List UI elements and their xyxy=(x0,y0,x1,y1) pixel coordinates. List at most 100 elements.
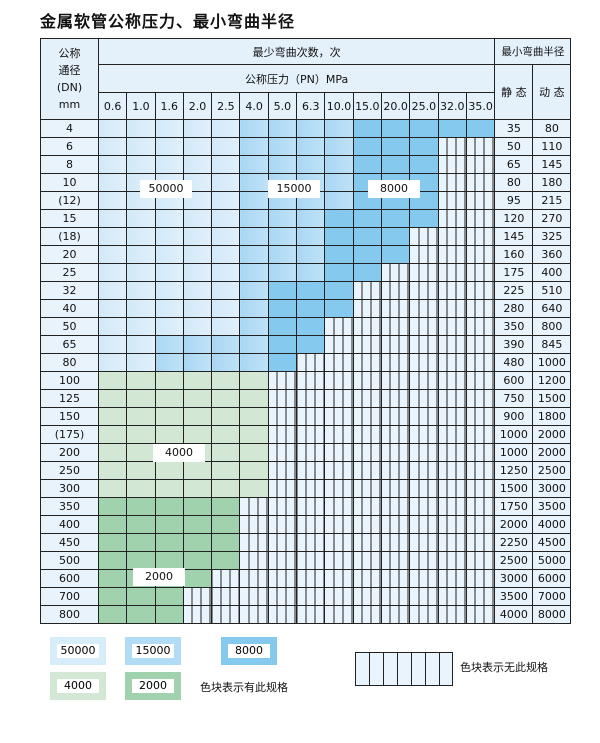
cell-not-available xyxy=(465,299,496,318)
cycles-header: 最少弯曲次数，次 xyxy=(97,38,496,65)
dynamic-radius-cell: 325 xyxy=(532,227,572,246)
cell-grade-50000 xyxy=(211,173,241,192)
cell-grade-4000 xyxy=(126,443,156,462)
cell-grade-50000 xyxy=(182,299,213,318)
cell-not-available xyxy=(352,443,382,462)
cell-grade-50000 xyxy=(182,209,213,228)
dynamic-radius-cell: 270 xyxy=(532,209,572,228)
cell-grade-50000 xyxy=(126,263,156,282)
cell-grade-50000 xyxy=(211,281,241,300)
dynamic-radius-cell: 3500 xyxy=(532,497,572,516)
cell-grade-50000 xyxy=(154,317,184,336)
static-radius-cell: 2250 xyxy=(494,533,534,552)
cell-grade-50000 xyxy=(97,335,128,354)
cell-grade-50000 xyxy=(182,119,213,138)
cell-grade-8000 xyxy=(267,335,298,354)
cell-not-available xyxy=(267,605,298,624)
cell-grade-8000 xyxy=(296,299,326,318)
cell-not-available xyxy=(380,407,411,426)
cell-grade-50000 xyxy=(211,227,241,246)
cell-grade-15000 xyxy=(267,155,298,174)
static-header: 静 态 xyxy=(494,64,534,120)
cell-not-available xyxy=(409,335,439,354)
cell-grade-15000 xyxy=(324,155,354,174)
cell-grade-15000 xyxy=(239,155,269,174)
table-row: 500 2500 5000 xyxy=(40,551,572,570)
dynamic-radius-cell: 2000 xyxy=(532,425,572,444)
cell-grade-4000 xyxy=(154,461,184,480)
cell-grade-2000 xyxy=(97,551,128,570)
cell-grade-50000 xyxy=(126,155,156,174)
table-row: 400 2000 4000 xyxy=(40,515,572,534)
cell-grade-50000 xyxy=(154,209,184,228)
cell-grade-4000 xyxy=(97,461,128,480)
cell-not-available xyxy=(437,209,467,228)
cell-not-available xyxy=(409,605,439,624)
cell-not-available xyxy=(296,587,326,606)
cell-grade-8000 xyxy=(380,209,411,228)
dn-cell: 800 xyxy=(40,605,99,624)
cell-grade-4000 xyxy=(182,461,213,480)
cell-not-available xyxy=(409,551,439,570)
cell-grade-4000 xyxy=(182,425,213,444)
cell-grade-50000 xyxy=(182,263,213,282)
cell-not-available xyxy=(296,515,326,534)
cell-grade-8000 xyxy=(465,119,496,138)
dynamic-radius-cell: 360 xyxy=(532,245,572,264)
pressure-col-header: 5.0 xyxy=(267,92,298,120)
cell-not-available xyxy=(352,551,382,570)
cell-grade-15000 xyxy=(296,155,326,174)
dynamic-radius-cell: 1500 xyxy=(532,389,572,408)
cell-not-available xyxy=(352,479,382,498)
cell-grade-15000 xyxy=(239,299,269,318)
static-radius-cell: 95 xyxy=(494,191,534,210)
static-radius-cell: 600 xyxy=(494,371,534,390)
cell-grade-50000 xyxy=(97,317,128,336)
cell-not-available xyxy=(465,281,496,300)
cell-not-available xyxy=(380,605,411,624)
dynamic-radius-cell: 80 xyxy=(532,119,572,138)
cell-not-available xyxy=(324,551,354,570)
cell-not-available xyxy=(267,461,298,480)
cell-not-available xyxy=(437,389,467,408)
dynamic-radius-cell: 8000 xyxy=(532,605,572,624)
dynamic-radius-cell: 110 xyxy=(532,137,572,156)
cell-not-available xyxy=(380,263,411,282)
cell-not-available xyxy=(267,587,298,606)
cell-grade-2000 xyxy=(211,533,241,552)
cell-grade-15000 xyxy=(239,335,269,354)
cell-grade-2000 xyxy=(97,533,128,552)
cell-grade-4000 xyxy=(126,389,156,408)
legend-2000: 2000 xyxy=(125,672,181,700)
cell-grade-15000 xyxy=(296,137,326,156)
cell-grade-15000 xyxy=(239,281,269,300)
cell-grade-4000 xyxy=(211,407,241,426)
dn-cell: 700 xyxy=(40,587,99,606)
cell-grade-4000 xyxy=(182,479,213,498)
cell-grade-4000 xyxy=(182,371,213,390)
cell-grade-4000 xyxy=(239,443,269,462)
pressure-col-header: 20.0 xyxy=(380,92,411,120)
cell-not-available xyxy=(437,353,467,372)
cell-not-available xyxy=(437,515,467,534)
cell-grade-4000 xyxy=(154,407,184,426)
cell-grade-15000 xyxy=(239,227,269,246)
static-radius-cell: 80 xyxy=(494,173,534,192)
dn-cell: 300 xyxy=(40,479,99,498)
cell-not-available xyxy=(324,515,354,534)
cell-grade-8000 xyxy=(380,245,411,264)
pressure-col-header: 6.3 xyxy=(296,92,326,120)
pressure-col-header: 15.0 xyxy=(352,92,382,120)
cell-not-available xyxy=(239,533,269,552)
cell-grade-15000 xyxy=(296,263,326,282)
cell-not-available xyxy=(239,605,269,624)
cell-not-available xyxy=(465,245,496,264)
cell-not-available xyxy=(267,443,298,462)
cell-not-available xyxy=(324,533,354,552)
table-row: 40 280 640 xyxy=(40,299,572,318)
dynamic-radius-cell: 800 xyxy=(532,317,572,336)
pressure-col-header: 2.5 xyxy=(211,92,241,120)
cell-not-available xyxy=(409,497,439,516)
pressure-header: 公称压力（PN）MPa xyxy=(97,64,496,93)
cell-grade-4000 xyxy=(239,371,269,390)
